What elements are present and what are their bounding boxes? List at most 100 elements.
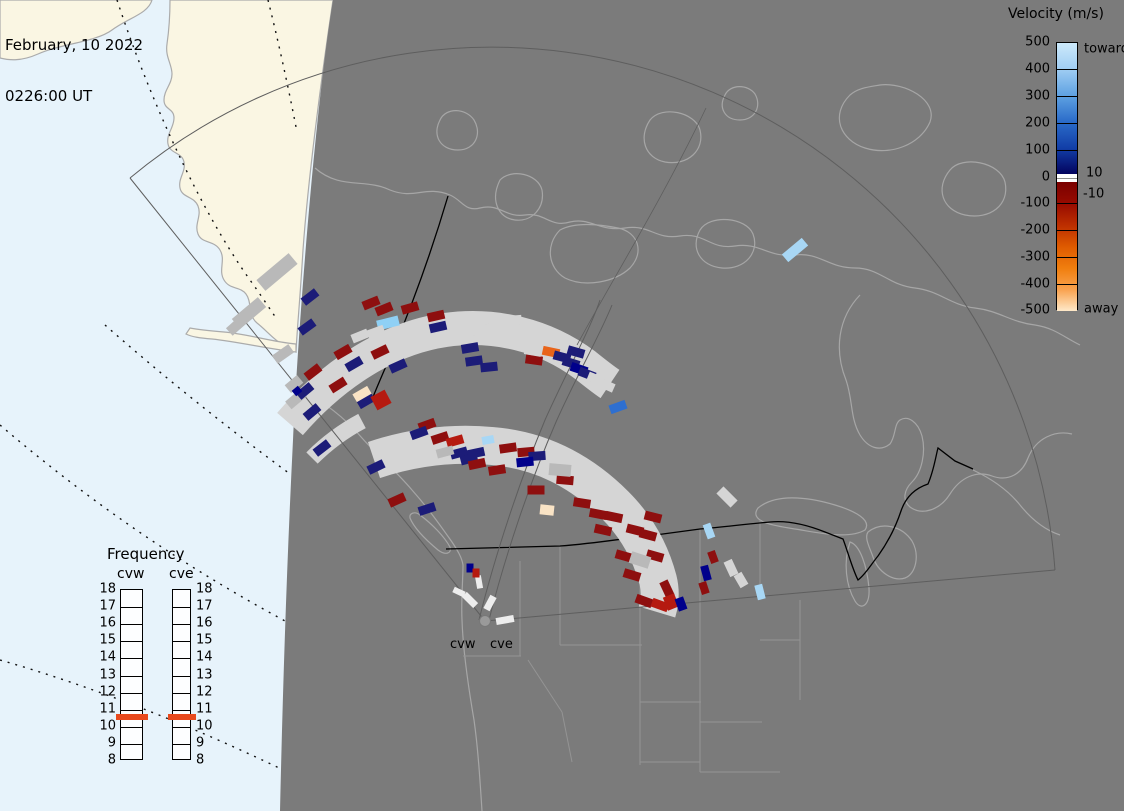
colorbar-tick-label: -200 <box>1020 222 1050 238</box>
frequency-marker <box>116 714 148 720</box>
colorbar-tick <box>1057 203 1077 204</box>
lake-huron <box>866 525 917 580</box>
ladder-number: 11 <box>99 701 116 717</box>
echo-cell <box>539 504 555 516</box>
ladder-number: 8 <box>107 752 116 768</box>
colorbar-tick-label: -100 <box>1020 195 1050 211</box>
date-label: February, 10 2022 <box>5 35 144 54</box>
away-label: away <box>1084 301 1119 317</box>
colorbar-tick-label: 200 <box>1025 115 1050 131</box>
island-baffin <box>838 84 932 152</box>
ladder-number: 17 <box>99 598 116 614</box>
state-borders <box>463 520 801 773</box>
radar-site-dot <box>479 615 491 627</box>
colorbar-tick-label: -500 <box>1020 302 1050 318</box>
chukotka-coastline <box>0 0 153 61</box>
island-3 <box>436 110 479 151</box>
ladder-tick <box>173 658 190 660</box>
inner-pos-label: 10 <box>1086 165 1103 181</box>
hudson-bay-coastline <box>838 294 1073 512</box>
colorbar-tick-label: -300 <box>1020 249 1050 265</box>
colorbar-tick-label: 300 <box>1025 88 1050 104</box>
west-coastline <box>299 389 483 811</box>
colorbar-tick-label: 100 <box>1025 142 1050 158</box>
ladder-number: 16 <box>196 615 213 631</box>
ladder-tick <box>173 624 190 626</box>
colorbar-tick <box>1057 123 1077 124</box>
ladder-tick <box>121 658 142 660</box>
colorbar-tick <box>1057 284 1077 285</box>
night-shading <box>280 0 1124 811</box>
toward-gradient <box>1057 43 1077 174</box>
ladder-number: 16 <box>99 615 116 631</box>
frequency-ladder-cvw <box>120 589 143 760</box>
dotted-graticule <box>0 0 303 779</box>
alaska-peninsula-coastline <box>185 327 297 353</box>
colorbar-tick <box>1057 69 1077 70</box>
inner-neg-label: -10 <box>1083 186 1105 202</box>
ladder-tick <box>121 607 142 609</box>
zero-line <box>1057 178 1077 179</box>
ladder-tick <box>173 675 190 677</box>
site-label-cve: cve <box>490 637 513 652</box>
colorbar-tick-label: 0 <box>1041 169 1050 185</box>
frequency-ladder-cve <box>172 589 191 760</box>
island-banks <box>495 173 543 221</box>
island-victoria <box>549 223 639 284</box>
echo-cell <box>472 568 480 578</box>
ladder-number: 10 <box>99 718 116 734</box>
timestamp: February, 10 2022 0226:00 UT <box>5 2 143 140</box>
velocity-colorbar <box>1056 42 1078 311</box>
ladder-number: 14 <box>99 649 116 665</box>
island-4 <box>941 161 1007 217</box>
fov-inner-edge-1 <box>478 299 601 621</box>
frequency-marker <box>168 714 196 720</box>
colorbar-tick <box>1057 230 1077 231</box>
fov-east-edge <box>484 569 1056 622</box>
ladder-number: 9 <box>196 735 205 751</box>
ladder-number: 15 <box>196 632 213 648</box>
frequency-panel-title: Frequency <box>107 545 185 563</box>
away-gradient <box>1057 182 1077 311</box>
echo-cell <box>548 463 572 477</box>
velocity-legend-title: Velocity (m/s) <box>1008 6 1104 22</box>
night-coastlines <box>299 84 1081 811</box>
ladder-tick <box>121 624 142 626</box>
ladder-number: 17 <box>196 598 213 614</box>
ladder-tick <box>173 709 190 711</box>
ladder-tick <box>173 743 190 745</box>
ladder-tick <box>173 726 190 728</box>
ladder-number: 12 <box>196 684 213 700</box>
ladder-tick <box>121 726 142 728</box>
echo-cell <box>480 361 498 373</box>
fov-outer-arc <box>129 46 1056 571</box>
lake-superior <box>755 497 868 536</box>
ladder-tick <box>121 692 142 694</box>
fov-inner-edge-2 <box>488 304 613 621</box>
lake-michigan <box>845 541 870 607</box>
ladder-number: 8 <box>196 752 205 768</box>
time-label: 0226:00 UT <box>5 87 93 106</box>
vancouver-island <box>409 512 451 554</box>
colorbar-tick <box>1057 96 1077 97</box>
ladder-number: 11 <box>196 701 213 717</box>
echo-cell <box>516 456 534 468</box>
magnetic-meridian <box>576 107 707 346</box>
ladder-number: 15 <box>99 632 116 648</box>
radar-fov-outline <box>129 46 1056 622</box>
arctic-coastline <box>314 167 1081 346</box>
ladder-tick <box>173 641 190 643</box>
ladder-number: 18 <box>196 581 213 597</box>
ladder-tick <box>173 692 190 694</box>
ladder-number: 12 <box>99 684 116 700</box>
colorbar-tick <box>1057 257 1077 258</box>
ladder-number: 13 <box>99 667 116 682</box>
fov-west-edge <box>129 177 486 622</box>
ladder-number: 9 <box>107 735 116 751</box>
colorbar-tick-label: -400 <box>1020 276 1050 292</box>
site-label-cvw: cvw <box>450 637 476 652</box>
echo-cell <box>504 314 522 326</box>
colorbar-tick-label: 500 <box>1025 34 1050 50</box>
